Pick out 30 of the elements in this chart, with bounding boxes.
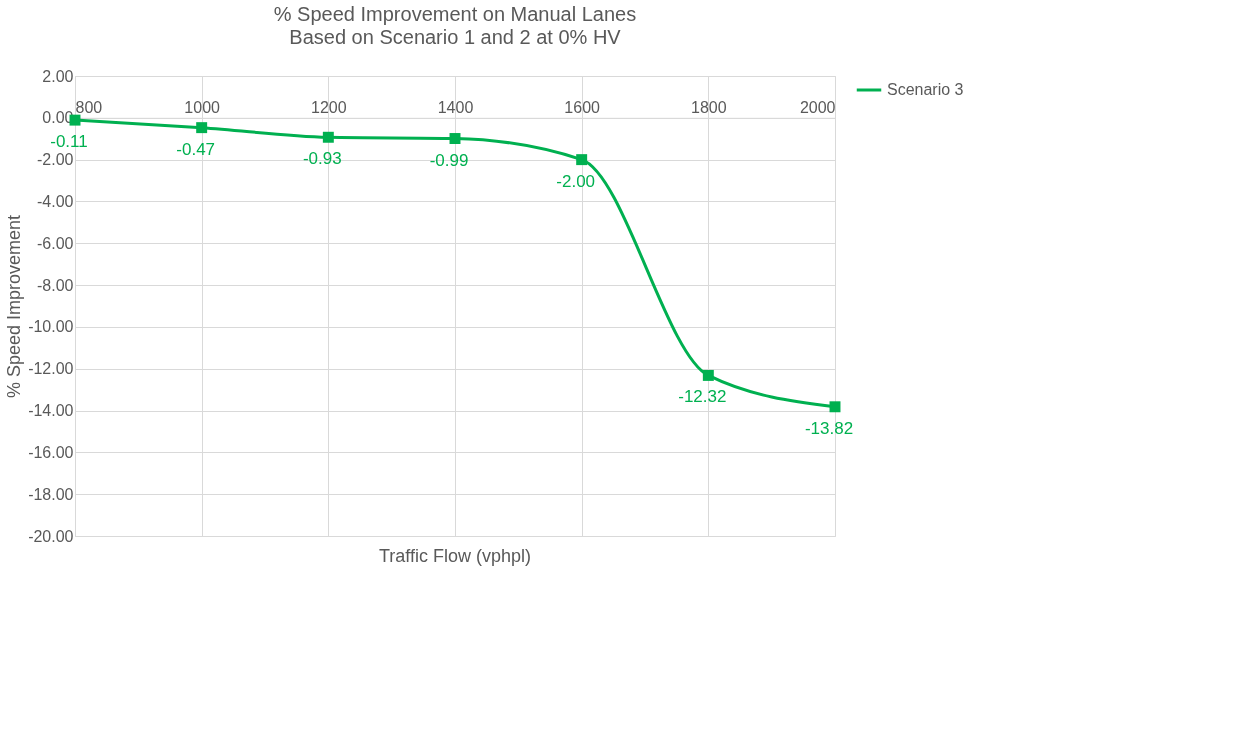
legend-label: Scenario 3 — [887, 81, 964, 98]
x-tick-label: 2000 — [799, 99, 836, 117]
text: -0.93 — [302, 149, 342, 169]
y-tick-label: -2.00 — [37, 151, 74, 169]
y-tick-label: 2.00 — [42, 67, 74, 85]
y-tick-label: -10.00 — [28, 318, 74, 336]
text: -0.11 — [50, 132, 88, 152]
x-tick-label: 1600 — [564, 99, 601, 117]
y-axis-title: % Speed Improvement — [4, 214, 25, 399]
x-tick-label: 1200 — [311, 99, 347, 117]
chart-subtitle: Based on Scenario 1 and 2 at 0% HV — [289, 26, 622, 48]
x-tick-label: 1800 — [691, 99, 727, 117]
x-tick-label: 1000 — [184, 99, 221, 117]
text: -13.82 — [804, 418, 854, 438]
y-tick-label: -4.00 — [37, 192, 74, 210]
x-axis-title: Traffic Flow (vphpl) — [378, 546, 532, 566]
y-tick-label: -12.00 — [28, 360, 74, 378]
x-tick-label: 800 — [75, 99, 103, 117]
text: -12.32 — [678, 387, 727, 407]
y-tick-label: -20.00 — [28, 527, 74, 545]
x-tick-label: 1400 — [437, 99, 474, 117]
text: -2.00 — [556, 171, 596, 191]
text: -0.47 — [176, 139, 216, 159]
text: -0.99 — [429, 150, 469, 170]
y-tick-label: -8.00 — [37, 276, 74, 294]
y-tick-label: -6.00 — [37, 234, 74, 252]
y-tick-label: -14.00 — [28, 402, 74, 420]
y-tick-label: -16.00 — [28, 443, 74, 461]
chart-title: % Speed Improvement on Manual Lanes — [273, 3, 637, 25]
y-tick-label: -18.00 — [28, 485, 74, 503]
